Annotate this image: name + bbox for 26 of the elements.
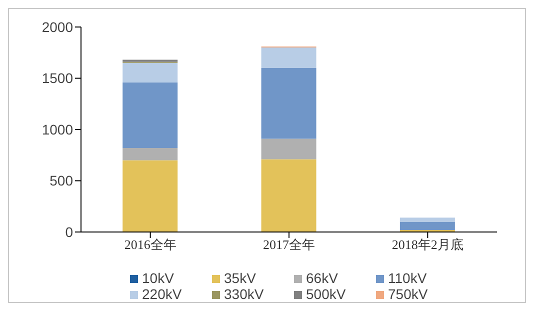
legend-label: 220kV	[142, 286, 183, 302]
bar	[400, 218, 455, 222]
bar	[261, 138, 316, 160]
y-tick-label: 1500	[42, 70, 74, 86]
y-tick-label: 500	[50, 172, 74, 189]
legend-label: 35kV	[224, 270, 257, 286]
bar	[122, 148, 178, 160]
bar	[261, 48, 316, 68]
y-tick-label: 2000	[42, 18, 74, 35]
legend-label: 500kV	[306, 286, 347, 302]
y-tick-label: 0	[65, 224, 74, 240]
bar	[122, 62, 178, 82]
x-tick-label: 2018年2月底	[392, 237, 464, 252]
x-tick-label: 2017全年	[263, 237, 315, 252]
y-tick-label: 1000	[42, 121, 74, 138]
legend-label: 330kV	[224, 286, 265, 302]
legend-label: 110kV	[388, 270, 428, 286]
legend-label: 66kV	[306, 270, 339, 286]
legend-label: 10kV	[142, 270, 175, 286]
bar	[400, 222, 455, 230]
bar	[261, 159, 316, 232]
bar	[122, 82, 178, 148]
bar	[122, 160, 178, 232]
legend-label: 750kV	[388, 286, 429, 302]
x-tick-label: 2016全年	[124, 237, 176, 252]
bar	[261, 68, 316, 139]
